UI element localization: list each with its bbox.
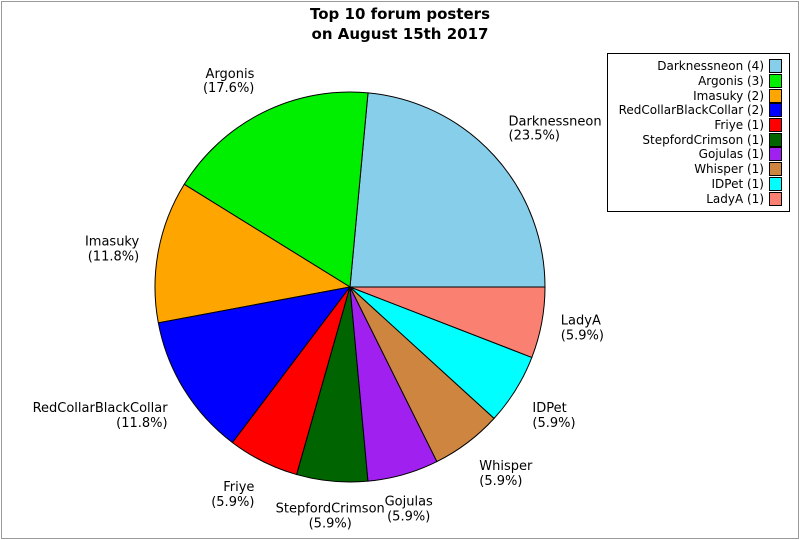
chart-title: Top 10 forum posters on August 15th 2017: [0, 4, 800, 44]
legend-swatch-friye: [769, 118, 782, 133]
pie-slice-ladya: [349, 286, 546, 358]
legend-label-whisper: Whisper (1): [694, 162, 764, 177]
slice-label-stepfordcrimson: StepfordCrimson (5.9%): [276, 502, 385, 532]
slice-label-idpet: IDPet (5.9%): [532, 401, 575, 431]
legend-label-stepfordcrimson: StepfordCrimson (1): [642, 132, 764, 147]
legend-item-idpet: IDPet (1): [613, 176, 782, 192]
legend-item-argonis: Argonis (3): [613, 74, 782, 89]
legend-item-gojulas: Gojulas (1): [613, 147, 782, 162]
legend-item-stepfordcrimson: StepfordCrimson (1): [613, 132, 782, 147]
legend-swatch-imasuky: [769, 88, 782, 103]
legend-swatch-ladya: [769, 191, 782, 206]
slice-label-whisper: Whisper (5.9%): [479, 459, 533, 489]
legend-label-darknessneon: Darknessneon (4): [657, 59, 764, 74]
legend-label-imasuky: Imasuky (2): [693, 88, 764, 103]
legend-item-darknessneon: Darknessneon (4): [613, 59, 782, 74]
chart-title-line1: Top 10 forum posters: [310, 5, 490, 23]
legend-swatch-redcollarblackcollar: [769, 103, 782, 118]
slice-label-ladya: LadyA (5.9%): [561, 313, 604, 343]
legend: Darknessneon (4) Argonis (3) Imasuky (2) Re…: [607, 53, 790, 212]
legend-swatch-whisper: [769, 162, 782, 177]
legend-label-idpet: IDPet (1): [711, 176, 765, 191]
legend-swatch-darknessneon: [769, 59, 782, 74]
legend-label-argonis: Argonis (3): [698, 74, 764, 89]
legend-item-friye: Friye (1): [613, 118, 782, 133]
slice-label-gojulas: Gojulas (5.9%): [385, 494, 433, 524]
legend-item-whisper: Whisper (1): [613, 162, 782, 177]
legend-swatch-argonis: [769, 74, 782, 89]
pie-slice-argonis: [183, 91, 369, 288]
pie-slice-imasuky: [154, 183, 351, 324]
pie-slice-redcollarblackcollar: [157, 286, 351, 444]
legend-swatch-gojulas: [769, 147, 782, 162]
legend-swatch-idpet: [769, 176, 782, 191]
slice-label-redcollarblackcollar: RedCollarBlackCollar (11.8%): [33, 401, 169, 431]
legend-label-redcollarblackcollar: RedCollarBlackCollar (2): [618, 103, 764, 118]
legend-item-imasuky: Imasuky (2): [613, 88, 782, 103]
slice-label-imasuky: Imasuky (11.8%): [85, 235, 140, 265]
legend-item-redcollarblackcollar: RedCollarBlackCollar (2): [613, 103, 782, 118]
legend-swatch-stepfordcrimson: [769, 132, 782, 147]
legend-label-ladya: LadyA (1): [706, 191, 764, 206]
slice-label-argonis: Argonis (17.6%): [203, 67, 255, 96]
pie-slice-darknessneon: [349, 92, 546, 288]
legend-label-gojulas: Gojulas (1): [698, 147, 764, 162]
legend-item-ladya: LadyA (1): [613, 191, 782, 206]
legend-label-friye: Friye (1): [714, 118, 764, 133]
slice-label-friye: Friye (5.9%): [211, 480, 254, 510]
slice-label-darknessneon: Darknessneon (23.5%): [509, 115, 602, 144]
chart-title-line2: on August 15th 2017: [311, 25, 489, 43]
